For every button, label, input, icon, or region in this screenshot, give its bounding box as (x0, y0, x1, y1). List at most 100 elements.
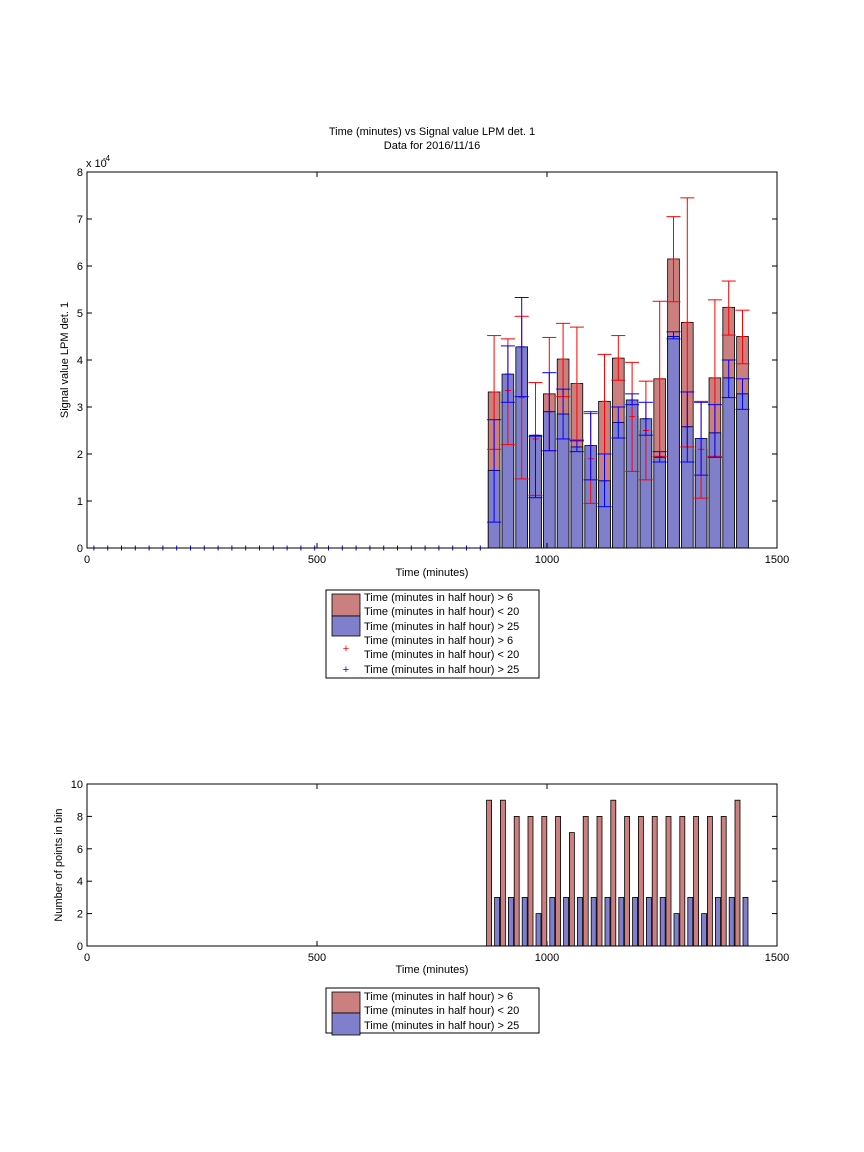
count-bar-red (513, 816, 520, 947)
signal-ytick-label: 8 (77, 167, 83, 179)
count-bar-blue (577, 897, 583, 947)
signal-ytick-label: 1 (77, 496, 83, 508)
count-bar-red (527, 816, 534, 947)
signal-ytick-label: 6 (77, 261, 83, 273)
signal-ytick-label: 0 (77, 543, 83, 555)
count-bar-blue (742, 897, 749, 947)
chart-subtitle: Data for 2016/11/16 (384, 140, 480, 152)
count-bar-red (651, 816, 658, 947)
signal-legend-text-1: Time (minutes in half hour) > 6 (364, 592, 513, 604)
count-bar-red (582, 816, 589, 947)
signal-chart: Time (minutes) vs Signal value LPM det. … (59, 126, 789, 679)
exponent-power: -4 (103, 154, 111, 163)
count-bar-blue (632, 897, 638, 947)
signal-bar-blue (736, 393, 749, 549)
signal-ytick-label: 2 (77, 449, 83, 461)
signal-bar-blue (612, 422, 625, 549)
count-bar-red (596, 816, 603, 947)
count-legend-box (325, 987, 540, 1034)
count-legend-text-3: Time (minutes in half hour) > 25 (364, 1020, 519, 1032)
exponent-base: x 10 (86, 158, 107, 170)
count-bar-blue (604, 897, 611, 947)
signal-legend-text-5: Time (minutes in half hour) < 20 (364, 649, 519, 661)
count-bar-blue (646, 897, 652, 947)
count-bar-red (638, 816, 644, 947)
count-bar-blue (521, 897, 528, 947)
signal-xtick-label: 500 (308, 554, 326, 566)
count-bar-red (665, 816, 672, 947)
signal-ytick-label: 7 (77, 214, 83, 226)
count-ytick-label: 10 (71, 779, 83, 791)
count-y-label: Number of points in bin (53, 808, 65, 921)
count-bar-blue (563, 897, 569, 947)
signal-bar-blue (653, 456, 666, 549)
count-bar-red (541, 816, 548, 947)
count-xtick-label: 1000 (535, 952, 559, 964)
count-bar-blue (618, 897, 625, 947)
count-ytick-label: 4 (77, 876, 83, 888)
count-bar-blue (728, 897, 735, 947)
signal-bar-blue (570, 446, 584, 549)
signal-plot-area (91, 197, 750, 551)
chart-title: Time (minutes) vs Signal value LPM det. … (329, 126, 535, 138)
signal-xtick-label: 0 (84, 554, 90, 566)
count-bar-blue (549, 897, 556, 947)
signal-ytick-label: 4 (77, 355, 83, 367)
signal-ytick-label: 5 (77, 308, 83, 320)
count-plot-area (486, 799, 749, 947)
count-ytick-label: 6 (77, 844, 83, 856)
count-bar-red (734, 799, 741, 947)
count-x-label: Time (minutes) (396, 964, 469, 976)
signal-bar-blue (667, 336, 680, 549)
count-legend-text-1: Time (minutes in half hour) > 6 (364, 991, 513, 1003)
count-bar-red (707, 816, 713, 947)
count-ytick-label: 0 (77, 941, 83, 953)
signal-legend-text-3: Time (minutes in half hour) > 25 (364, 621, 519, 633)
count-bar-red (499, 799, 506, 947)
signal-xtick-label: 1500 (765, 554, 789, 566)
count-ytick-label: 2 (77, 909, 83, 921)
signal-legend-text-4: Time (minutes in half hour) > 6 (364, 635, 513, 647)
signal-legend-text-2: Time (minutes in half hour) < 20 (364, 606, 519, 618)
count-legend-swatch-red (331, 991, 361, 1014)
count-bar-red (569, 832, 575, 947)
count-bar-blue (494, 897, 501, 947)
count-bar-red (610, 799, 617, 947)
count-axes-box (86, 783, 778, 947)
count-bar-blue (507, 897, 514, 947)
count-bar-red (624, 816, 630, 947)
signal-legend-text-6: Time (minutes in half hour) > 25 (364, 664, 519, 676)
signal-legend-box (325, 589, 540, 679)
count-bar-blue (659, 897, 666, 947)
count-xtick-label: 500 (308, 952, 326, 964)
count-bar-red (720, 816, 727, 947)
signal-legend-marker-red: + (343, 643, 349, 655)
signal-ticks: 0 500 1000 1500 0 1 2 3 4 5 6 7 8 (77, 167, 789, 566)
count-bar-red (693, 816, 699, 947)
count-bar-blue (673, 913, 680, 947)
count-xtick-label: 0 (84, 952, 90, 964)
count-legend-text-2: Time (minutes in half hour) < 20 (364, 1005, 519, 1017)
signal-legend-marker-blue: + (343, 664, 349, 676)
signal-legend-swatch-blue (331, 615, 361, 637)
count-bar-blue (687, 897, 694, 947)
count-ticks: 0 500 1000 1500 0 2 4 6 8 10 (71, 779, 789, 964)
exponent-label: x 10 -4 (86, 154, 111, 170)
count-xtick-label: 1500 (765, 952, 789, 964)
count-legend: Time (minutes in half hour) > 6 Time (mi… (325, 987, 540, 1036)
count-legend-swatch-blue (331, 1012, 361, 1036)
count-bar-blue (701, 913, 707, 947)
signal-xtick-label: 1000 (535, 554, 559, 566)
count-bar-blue (590, 897, 597, 947)
count-bar-red (679, 816, 686, 947)
signal-legend-swatch-red (331, 593, 361, 617)
count-bar-red (555, 816, 561, 947)
count-bar-blue (535, 913, 542, 947)
count-chart: 0 500 1000 1500 0 2 4 6 8 10 Time (minutes) Numbe… (53, 779, 789, 1036)
signal-legend: Time (minutes in half hour) > 6 Time (mi… (325, 589, 540, 679)
signal-y-label: Signal value LPM det. 1 (59, 302, 71, 418)
count-bar-red (486, 799, 493, 947)
count-ytick-label: 8 (77, 811, 83, 823)
signal-x-label: Time (minutes) (396, 567, 469, 579)
